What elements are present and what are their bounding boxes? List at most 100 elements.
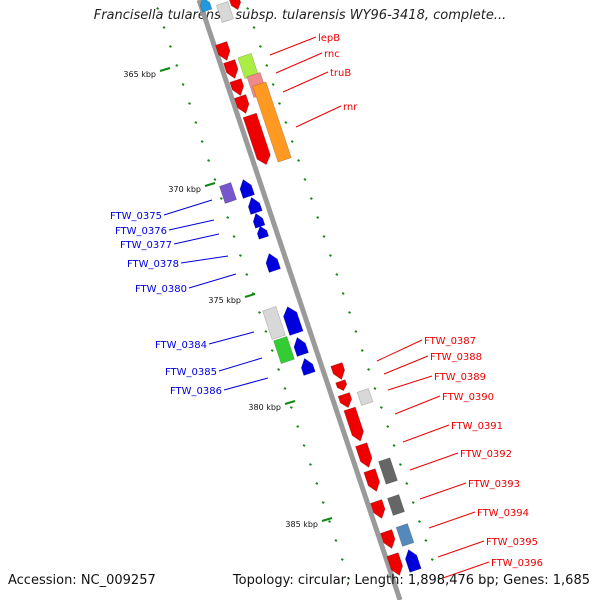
label-leader-line bbox=[218, 357, 263, 372]
gene-feature bbox=[229, 78, 245, 97]
tick-dot bbox=[315, 482, 319, 485]
gene-feature bbox=[335, 379, 348, 392]
gene-feature bbox=[293, 336, 309, 357]
gene-label[interactable]: rnr bbox=[343, 102, 358, 113]
label-leader-line bbox=[282, 71, 329, 93]
tick-dot bbox=[277, 368, 281, 371]
gene-label[interactable]: FTW_0389 bbox=[434, 372, 486, 383]
tick-dot bbox=[334, 539, 338, 542]
gene-feature bbox=[380, 529, 396, 550]
tick-dot bbox=[418, 520, 421, 523]
gene-feature bbox=[386, 552, 403, 576]
gene-label[interactable]: FTW_0388 bbox=[430, 352, 482, 363]
tick-dot bbox=[322, 235, 326, 238]
tick-dot bbox=[271, 83, 275, 86]
label-leader-line bbox=[173, 233, 220, 245]
gene-feature bbox=[239, 178, 255, 199]
label-leader-line bbox=[428, 511, 476, 529]
tick-dot bbox=[181, 83, 185, 86]
gene-feature bbox=[262, 306, 286, 340]
scale-tick-label: 370 kbp bbox=[168, 185, 201, 194]
label-leader-line bbox=[394, 395, 441, 415]
tick-dot bbox=[411, 501, 415, 504]
tick-dot bbox=[424, 539, 428, 542]
label-leaders bbox=[163, 36, 490, 579]
scale-tick-label: 365 kbp bbox=[123, 70, 156, 79]
label-leader-line bbox=[275, 52, 323, 74]
gene-label[interactable]: FTW_0378 bbox=[127, 259, 179, 270]
gene-label[interactable]: FTW_0391 bbox=[451, 421, 503, 432]
label-leader-line bbox=[223, 377, 269, 391]
gene-feature bbox=[356, 388, 374, 406]
gene-label[interactable]: FTW_0396 bbox=[491, 558, 543, 569]
tick-dot bbox=[200, 140, 204, 143]
gene-label[interactable]: lepB bbox=[318, 33, 340, 44]
tick-dot bbox=[246, 7, 250, 10]
scale-ticks: 365 kbp 370 kbp 375 kbp 380 kbp 385 kbp bbox=[123, 67, 333, 529]
tick-dot bbox=[258, 45, 262, 48]
tick-dot bbox=[437, 577, 441, 580]
label-leader-line bbox=[442, 561, 490, 579]
gene-label[interactable]: FTW_0380 bbox=[135, 284, 187, 295]
gene-label[interactable]: FTW_0394 bbox=[477, 508, 529, 519]
gene-label[interactable]: FTW_0377 bbox=[120, 240, 172, 251]
gene-label[interactable]: FTW_0393 bbox=[468, 479, 520, 490]
gene-feature bbox=[228, 0, 242, 11]
tick-dot bbox=[238, 254, 242, 257]
tick-dot bbox=[354, 330, 358, 333]
gene-feature bbox=[378, 457, 398, 485]
gene-feature bbox=[330, 362, 346, 381]
tick-dot bbox=[302, 444, 306, 447]
gene-label[interactable]: FTW_0384 bbox=[155, 340, 207, 351]
label-leader-line bbox=[208, 331, 255, 345]
tick-dot bbox=[340, 558, 344, 561]
scale-tick-mark bbox=[244, 293, 256, 298]
label-leader-line bbox=[387, 375, 433, 391]
label-leader-line bbox=[188, 273, 237, 289]
gene-feature bbox=[256, 225, 270, 240]
scale-tick-mark bbox=[321, 517, 333, 522]
gene-label[interactable]: FTW_0395 bbox=[486, 537, 538, 548]
label-leader-line bbox=[163, 199, 213, 216]
gene-feature bbox=[387, 494, 405, 516]
gene-label[interactable]: FTW_0387 bbox=[424, 336, 476, 347]
gene-label[interactable]: FTW_0390 bbox=[442, 392, 494, 403]
tick-dot bbox=[270, 349, 274, 352]
gene-label[interactable]: FTW_0385 bbox=[165, 367, 217, 378]
scale-tick-mark bbox=[284, 400, 296, 405]
gene-feature bbox=[219, 182, 237, 204]
gene-label[interactable]: FTW_0386 bbox=[170, 386, 222, 397]
label-leader-line bbox=[180, 255, 229, 264]
tick-dot bbox=[226, 216, 230, 219]
gene-label[interactable]: FTW_0392 bbox=[460, 449, 512, 460]
gene-feature bbox=[370, 499, 386, 520]
tick-dot bbox=[392, 444, 396, 447]
tick-dot bbox=[347, 577, 351, 580]
label-leader-line bbox=[376, 339, 423, 362]
tick-dot bbox=[284, 121, 288, 124]
label-leader-line bbox=[269, 36, 317, 56]
tick-dot bbox=[328, 254, 332, 257]
gene-label[interactable]: FTW_0375 bbox=[110, 211, 162, 222]
gene-feature bbox=[273, 336, 295, 364]
tick-dot bbox=[296, 425, 300, 428]
tick-dot bbox=[278, 102, 281, 105]
gene-feature bbox=[283, 306, 304, 336]
gene-feature bbox=[355, 442, 373, 468]
tick-dot bbox=[379, 406, 383, 409]
tick-dot bbox=[289, 406, 293, 409]
tick-dot bbox=[168, 45, 172, 48]
gene-label[interactable]: truB bbox=[330, 68, 351, 79]
tick-dot bbox=[219, 197, 223, 200]
tick-dot bbox=[252, 26, 256, 29]
tick-dot bbox=[188, 102, 191, 105]
gene-label[interactable]: rnc bbox=[324, 49, 340, 60]
tick-dot bbox=[303, 178, 307, 181]
genome-backbone bbox=[196, 0, 403, 600]
gene-feature bbox=[234, 94, 250, 115]
label-leader-line bbox=[383, 355, 429, 375]
gene-label[interactable]: FTW_0376 bbox=[115, 226, 167, 237]
tick-dot bbox=[213, 178, 217, 181]
tick-dot bbox=[258, 311, 261, 314]
